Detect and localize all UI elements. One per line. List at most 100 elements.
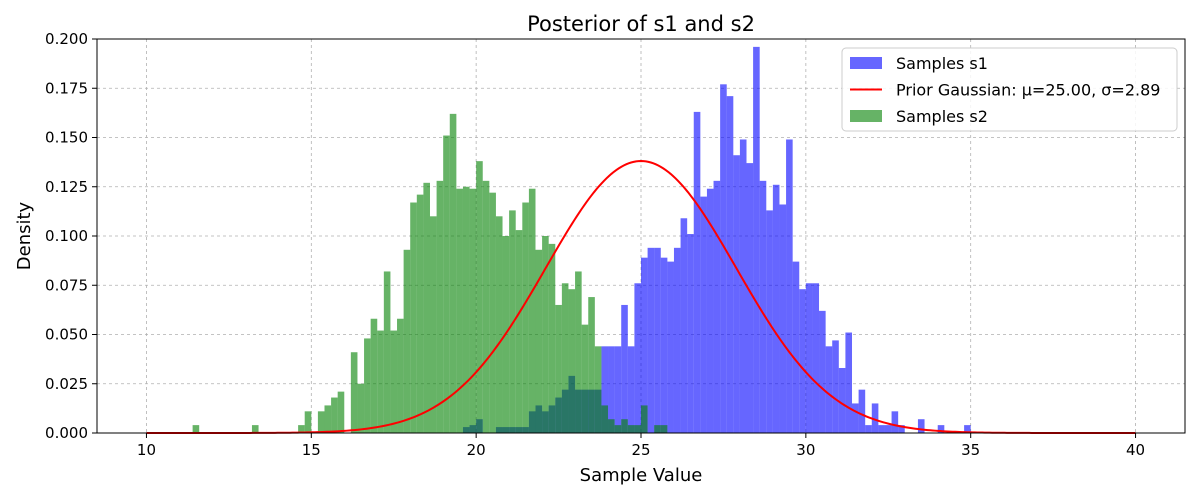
histogram-bar — [251, 425, 259, 433]
histogram-bar — [819, 310, 826, 433]
histogram-bar — [673, 247, 681, 433]
histogram-bar — [726, 96, 734, 433]
y-tick-label: 0.050 — [45, 326, 88, 344]
histogram-bar — [621, 304, 628, 433]
histogram-bar — [383, 271, 391, 433]
histogram-bar — [575, 271, 582, 433]
histogram-bar — [608, 419, 615, 433]
histogram-bar — [403, 249, 411, 433]
histogram-bar — [509, 210, 516, 433]
histogram-bar — [746, 163, 754, 434]
x-tick-label: 20 — [467, 441, 486, 459]
histogram-bar — [634, 283, 641, 433]
histogram-bar — [654, 247, 661, 433]
histogram-bar — [805, 283, 813, 433]
histogram-bar — [634, 425, 641, 433]
histogram-bar — [449, 113, 457, 434]
histogram-bar — [304, 411, 312, 433]
histogram-s2 — [192, 113, 668, 434]
histogram-bar — [588, 297, 595, 433]
histogram-bar — [660, 425, 668, 433]
histogram-bar — [812, 283, 820, 433]
x-axis-title: Sample Value — [580, 465, 703, 486]
histogram-bar — [337, 391, 345, 433]
y-tick-label: 0.100 — [45, 227, 88, 245]
histogram-bar — [601, 346, 609, 433]
histogram-bar — [443, 135, 450, 433]
histogram-bar — [937, 425, 945, 433]
histogram-bar — [614, 346, 622, 433]
histogram-bar — [482, 180, 490, 433]
x-tick-label: 30 — [796, 441, 815, 459]
x-tick-label: 35 — [961, 441, 980, 459]
histogram-bar — [568, 289, 576, 433]
legend-entry-s1-swatch — [850, 57, 882, 69]
histogram-bar — [535, 249, 543, 433]
histogram-bar — [871, 403, 879, 433]
histogram-bar — [687, 234, 694, 433]
histogram-bar — [416, 194, 424, 433]
histogram-bar — [838, 367, 846, 433]
histogram-bar — [779, 204, 787, 433]
histogram-bar — [680, 218, 688, 433]
histogram-bar — [739, 139, 747, 433]
y-axis-ticks: 0.000 0.025 0.050 0.075 0.100 0.125 0.150 0.175… — [45, 30, 97, 442]
histogram-bar — [627, 346, 635, 433]
y-tick-label: 0.125 — [45, 178, 88, 196]
histogram-bar — [357, 383, 365, 433]
histogram-bar — [799, 289, 806, 433]
histogram-bar — [601, 405, 609, 433]
histogram-bar — [720, 84, 727, 433]
histogram-bar — [654, 425, 661, 433]
histogram-bar — [555, 304, 562, 433]
y-tick-label: 0.075 — [45, 276, 88, 294]
histogram-bar — [522, 202, 529, 433]
histogram-bar — [515, 230, 523, 433]
histogram-bar — [423, 182, 430, 433]
histogram-bar — [786, 139, 793, 433]
legend-entry-s1-label: Samples s1 — [896, 54, 988, 73]
histogram-bar — [614, 425, 622, 433]
histogram-bar — [390, 330, 398, 433]
histogram-bar — [766, 210, 773, 433]
histogram-bar — [608, 346, 615, 433]
legend-box — [841, 47, 1178, 132]
legend-entry-s2-label: Samples s2 — [896, 107, 988, 126]
histogram-bar — [832, 340, 839, 433]
histogram-bar — [753, 46, 760, 433]
prior-gaussian-curve — [146, 160, 1136, 434]
histogram-bar — [700, 196, 707, 433]
histogram-bar — [759, 180, 767, 433]
histogram-bar — [561, 283, 569, 433]
y-tick-label: 0.000 — [45, 424, 88, 442]
histogram-bar — [858, 389, 866, 433]
histogram-bar — [410, 202, 417, 433]
histogram-bar — [317, 411, 325, 433]
histogram-bar — [852, 403, 859, 433]
histogram-bar — [792, 261, 800, 433]
x-tick-label: 15 — [302, 441, 321, 459]
y-axis-title: Density — [14, 201, 35, 270]
histogram-bar — [542, 236, 549, 433]
histogram-bar — [528, 188, 536, 433]
histogram-bar — [495, 216, 503, 433]
y-tick-label: 0.200 — [45, 30, 88, 48]
histogram-bar — [693, 111, 701, 433]
histogram-bar — [397, 318, 404, 433]
histogram-bar — [825, 346, 833, 433]
histogram-bar — [667, 261, 674, 433]
histogram-bar — [476, 161, 483, 433]
histogram-bar — [641, 257, 648, 433]
histogram-bar — [878, 425, 885, 433]
histogram-bar — [647, 247, 655, 433]
histogram-bar — [298, 425, 305, 433]
histogram-bar — [489, 192, 496, 433]
histogram-bar — [845, 332, 853, 433]
histogram-bar — [641, 405, 648, 433]
legend-entry-s2-swatch — [850, 110, 882, 122]
histogram-bar — [370, 318, 378, 433]
y-tick-label: 0.025 — [45, 375, 88, 393]
histogram-bar — [884, 425, 892, 433]
histogram-bar — [917, 419, 925, 433]
